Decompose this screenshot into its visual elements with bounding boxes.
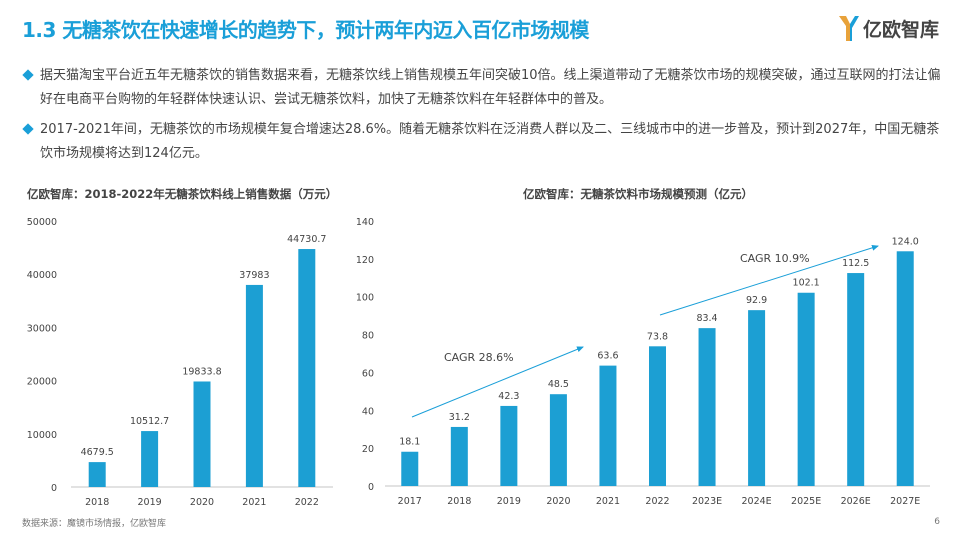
y-tick-label: 100: [356, 293, 374, 304]
cagr-arrow: [411, 346, 584, 418]
y-tick-label: 10000: [27, 430, 57, 441]
data-source: 数据来源：魔镜市场情报，亿欧智库: [22, 519, 167, 529]
cagr-label: CAGR 28.6%: [444, 351, 514, 364]
x-tick-label: 2018: [85, 497, 109, 508]
x-tick-label: 2022: [295, 497, 319, 508]
diamond-bullet-icon: [22, 123, 34, 135]
data-label: 37983: [239, 270, 269, 281]
y-tick-label: 20000: [27, 377, 57, 388]
bar: [450, 426, 468, 486]
logo-icon: [839, 16, 859, 41]
data-label: 92.9: [746, 295, 767, 306]
x-tick-label: 2018: [447, 496, 471, 507]
online-sales-chart: 0 10000 20000 30000 40000 50000 4679.5 2018 1051…: [27, 217, 333, 508]
x-tick-label: 2024E: [741, 496, 771, 507]
y-tick-label: 40000: [27, 270, 57, 281]
x-tick-label: 2027E: [890, 496, 920, 507]
bar: [896, 251, 914, 486]
data-label: 48.5: [548, 379, 569, 390]
data-label: 4679.5: [81, 447, 114, 458]
y-tick-label: 60: [362, 368, 374, 379]
data-label: 63.6: [597, 351, 618, 362]
y-tick-label: 50000: [27, 217, 57, 228]
bar: [797, 292, 815, 486]
chart-title-right: 亿欧智库：无糖茶饮料市场规模预测（亿元）: [523, 187, 753, 201]
bar: [298, 249, 316, 487]
x-tick-label: 2019: [497, 496, 521, 507]
data-label: 44730.7: [287, 234, 326, 245]
y-tick-label: 0: [368, 482, 374, 493]
x-tick-label: 2023E: [692, 496, 722, 507]
y-tick-label: 80: [362, 331, 374, 342]
data-label: 31.2: [449, 412, 470, 423]
bar: [141, 431, 159, 487]
data-label: 112.5: [842, 258, 869, 269]
x-tick-label: 2022: [645, 496, 669, 507]
diamond-bullet-icon: [22, 69, 34, 81]
bar: [549, 394, 567, 486]
cagr-arrow: [659, 244, 879, 316]
logo-text: 亿欧智库: [863, 18, 940, 41]
y-tick-label: 120: [356, 255, 374, 266]
x-tick-label: 2019: [138, 497, 162, 508]
x-tick-label: 2026E: [841, 496, 871, 507]
x-tick-label: 2025E: [791, 496, 821, 507]
page-number: 6: [934, 517, 940, 527]
data-label: 83.4: [696, 313, 717, 324]
y-tick-label: 40: [362, 406, 374, 417]
bar: [698, 328, 716, 486]
bar: [245, 284, 263, 487]
bullet-2: 2017-2021年间，无糖茶饮的市场规模年复合增速达28.6%。随着无糖茶饮料…: [22, 118, 944, 166]
bar: [193, 381, 211, 487]
data-label: 102.1: [793, 278, 820, 289]
y-tick-label: 0: [51, 483, 57, 494]
y-tick-label: 140: [356, 217, 374, 228]
bar: [88, 462, 106, 487]
x-tick-label: 2021: [596, 496, 620, 507]
y-tick-label: 20: [362, 444, 374, 455]
logo: 亿欧智库: [838, 14, 939, 42]
data-label: 124.0: [892, 236, 919, 247]
page-title: 1.3 无糖茶饮在快速增长的趋势下，预计两年内迈入百亿市场规模: [22, 18, 589, 42]
data-label: 10512.7: [130, 416, 169, 427]
market-size-chart: 0 20 40 60 80 100 120 140 18.1 2017 31.2 2018 42.3 20…: [356, 217, 930, 507]
x-tick-label: 2017: [398, 496, 422, 507]
bar: [847, 273, 865, 486]
data-label: 73.8: [647, 331, 668, 342]
x-tick-label: 2020: [546, 496, 570, 507]
bar: [649, 346, 666, 486]
bar: [500, 405, 518, 486]
chart-title-left: 亿欧智库：2018-2022年无糖茶饮料线上销售数据（万元）: [27, 187, 338, 201]
bar: [599, 365, 617, 486]
bullet-1: 据天猫淘宝平台近五年无糖茶饮的销售数据来看，无糖茶饮线上销售规模五年间突破10倍…: [22, 64, 944, 112]
data-label: 42.3: [498, 391, 519, 402]
data-label: 18.1: [399, 437, 420, 448]
bullet-text: 据天猫淘宝平台近五年无糖茶饮的销售数据来看，无糖茶饮线上销售规模五年间突破10倍…: [40, 68, 941, 107]
y-tick-label: 30000: [27, 323, 57, 334]
data-label: 19833.8: [182, 366, 221, 377]
bar: [401, 451, 419, 486]
cagr-label: CAGR 10.9%: [740, 252, 810, 265]
bullet-text: 2017-2021年间，无糖茶饮的市场规模年复合增速达28.6%。随着无糖茶饮料…: [40, 122, 940, 161]
x-tick-label: 2020: [190, 497, 214, 508]
bar: [748, 310, 766, 486]
x-tick-label: 2021: [242, 497, 266, 508]
